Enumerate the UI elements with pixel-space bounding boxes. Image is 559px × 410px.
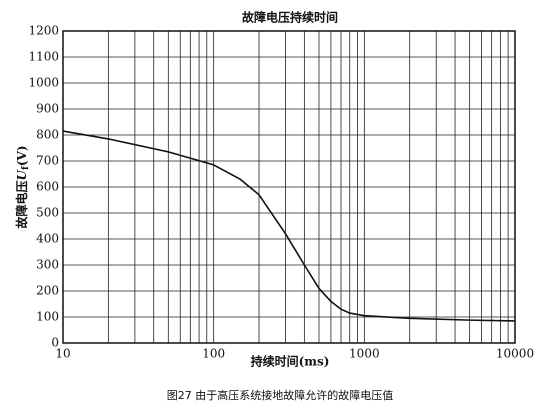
y-tick-label: 500 [36,206,59,220]
y-label-subscript: f [21,165,31,170]
caption: 图27 由于高压系统接地故障允许的故障电压值 [167,388,394,402]
x-tick-label: 10000 [496,347,534,361]
x-tick-label: 10 [55,347,70,361]
y-tick-label: 0 [51,336,59,350]
y-tick-label: 1200 [28,24,59,38]
y-tick-label: 200 [36,284,59,298]
line [62,130,516,322]
y-tick-label: 900 [36,102,59,116]
chart-title: 故障电压持续时间 [242,10,338,25]
y-label-symbol: U [15,169,29,181]
y-tick-label: 700 [36,154,59,168]
x-tick-label: 1000 [349,347,380,361]
y-tick-label: 1000 [28,76,59,90]
y-label-text: 故障电压 [14,181,29,229]
y-tick-label: 800 [36,128,59,142]
y-label-unit: (V) [15,145,29,166]
plot-frame [62,30,516,344]
y-tick-label: 1100 [28,50,59,64]
x-axis-label: 持续时间(ms) [251,354,330,369]
x-tick-label: 100 [202,347,225,361]
y-axis-label: 故障电压Uf(V) [14,145,31,228]
y-tick-label: 300 [36,258,59,272]
y-tick-label: 400 [36,232,59,246]
y-tick-label: 100 [36,310,59,324]
y-tick-label: 600 [36,180,59,194]
